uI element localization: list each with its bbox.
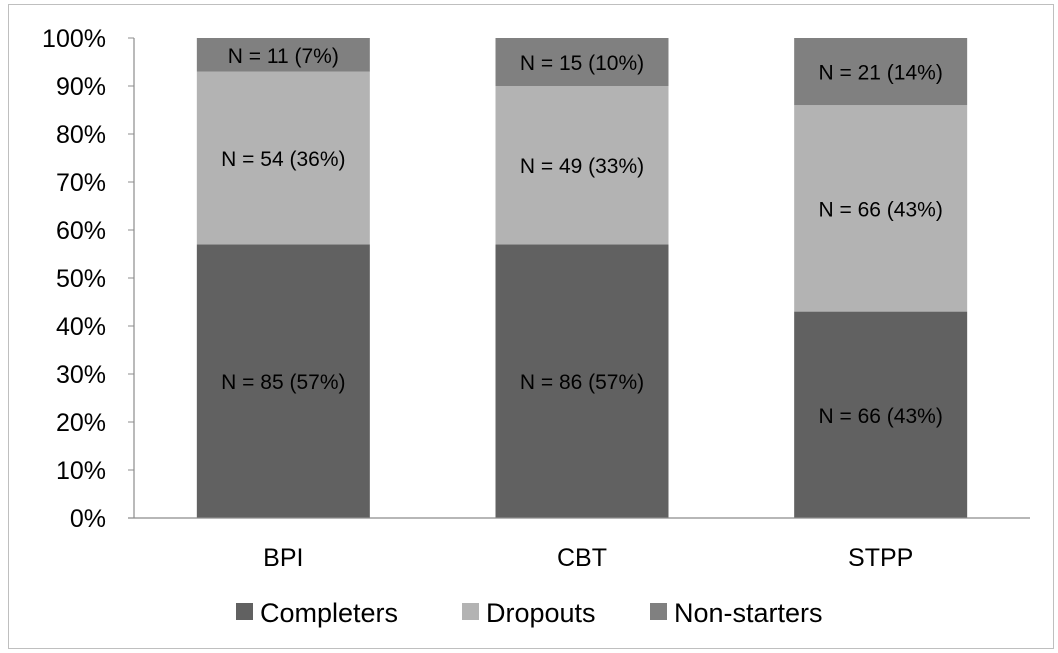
x-tick-label: STPP [848,544,913,572]
x-tick-label: CBT [557,544,607,572]
bar-bpi-completers [196,244,370,518]
y-tick-label: 0% [70,505,106,533]
data-label: N = 54 (36%) [221,148,345,171]
x-tick-label: BPI [263,544,303,572]
y-tick-label: 30% [56,361,106,389]
bar-cbt-completers [495,244,669,518]
data-label: N = 86 (57%) [520,371,644,394]
y-tick-label: 100% [42,25,106,53]
bar-bpi-non-starters [196,38,370,72]
bar-cbt-non-starters [495,38,669,86]
legend-label: Non-starters [674,598,823,628]
y-tick-label: 80% [56,121,106,149]
y-tick-label: 70% [56,169,106,197]
bar-stpp-dropouts [794,105,968,312]
y-tick-label: 90% [56,73,106,101]
data-label: N = 49 (33%) [520,155,644,178]
data-label: N = 66 (43%) [819,198,943,221]
bar-stpp-non-starters [794,38,968,106]
y-tick-label: 50% [56,265,106,293]
bar-cbt-dropouts [495,86,669,245]
legend-swatch-completers [236,603,253,620]
y-tick-label: 10% [56,457,106,485]
legend-swatch-dropouts [462,603,479,620]
legend-label: Dropouts [486,598,596,628]
data-label: N = 15 (10%) [520,52,644,75]
y-tick-label: 60% [56,217,106,245]
bar-bpi-dropouts [196,71,370,245]
data-label: N = 66 (43%) [819,405,943,428]
bar-stpp-completers [794,311,968,518]
data-label: N = 21 (14%) [819,62,943,85]
legend-label: Completers [260,598,398,628]
y-tick-label: 40% [56,313,106,341]
y-tick-label: 20% [56,409,106,437]
data-label: N = 85 (57%) [221,371,345,394]
legend-swatch-non-starters [650,603,667,620]
data-label: N = 11 (7%) [228,45,339,68]
